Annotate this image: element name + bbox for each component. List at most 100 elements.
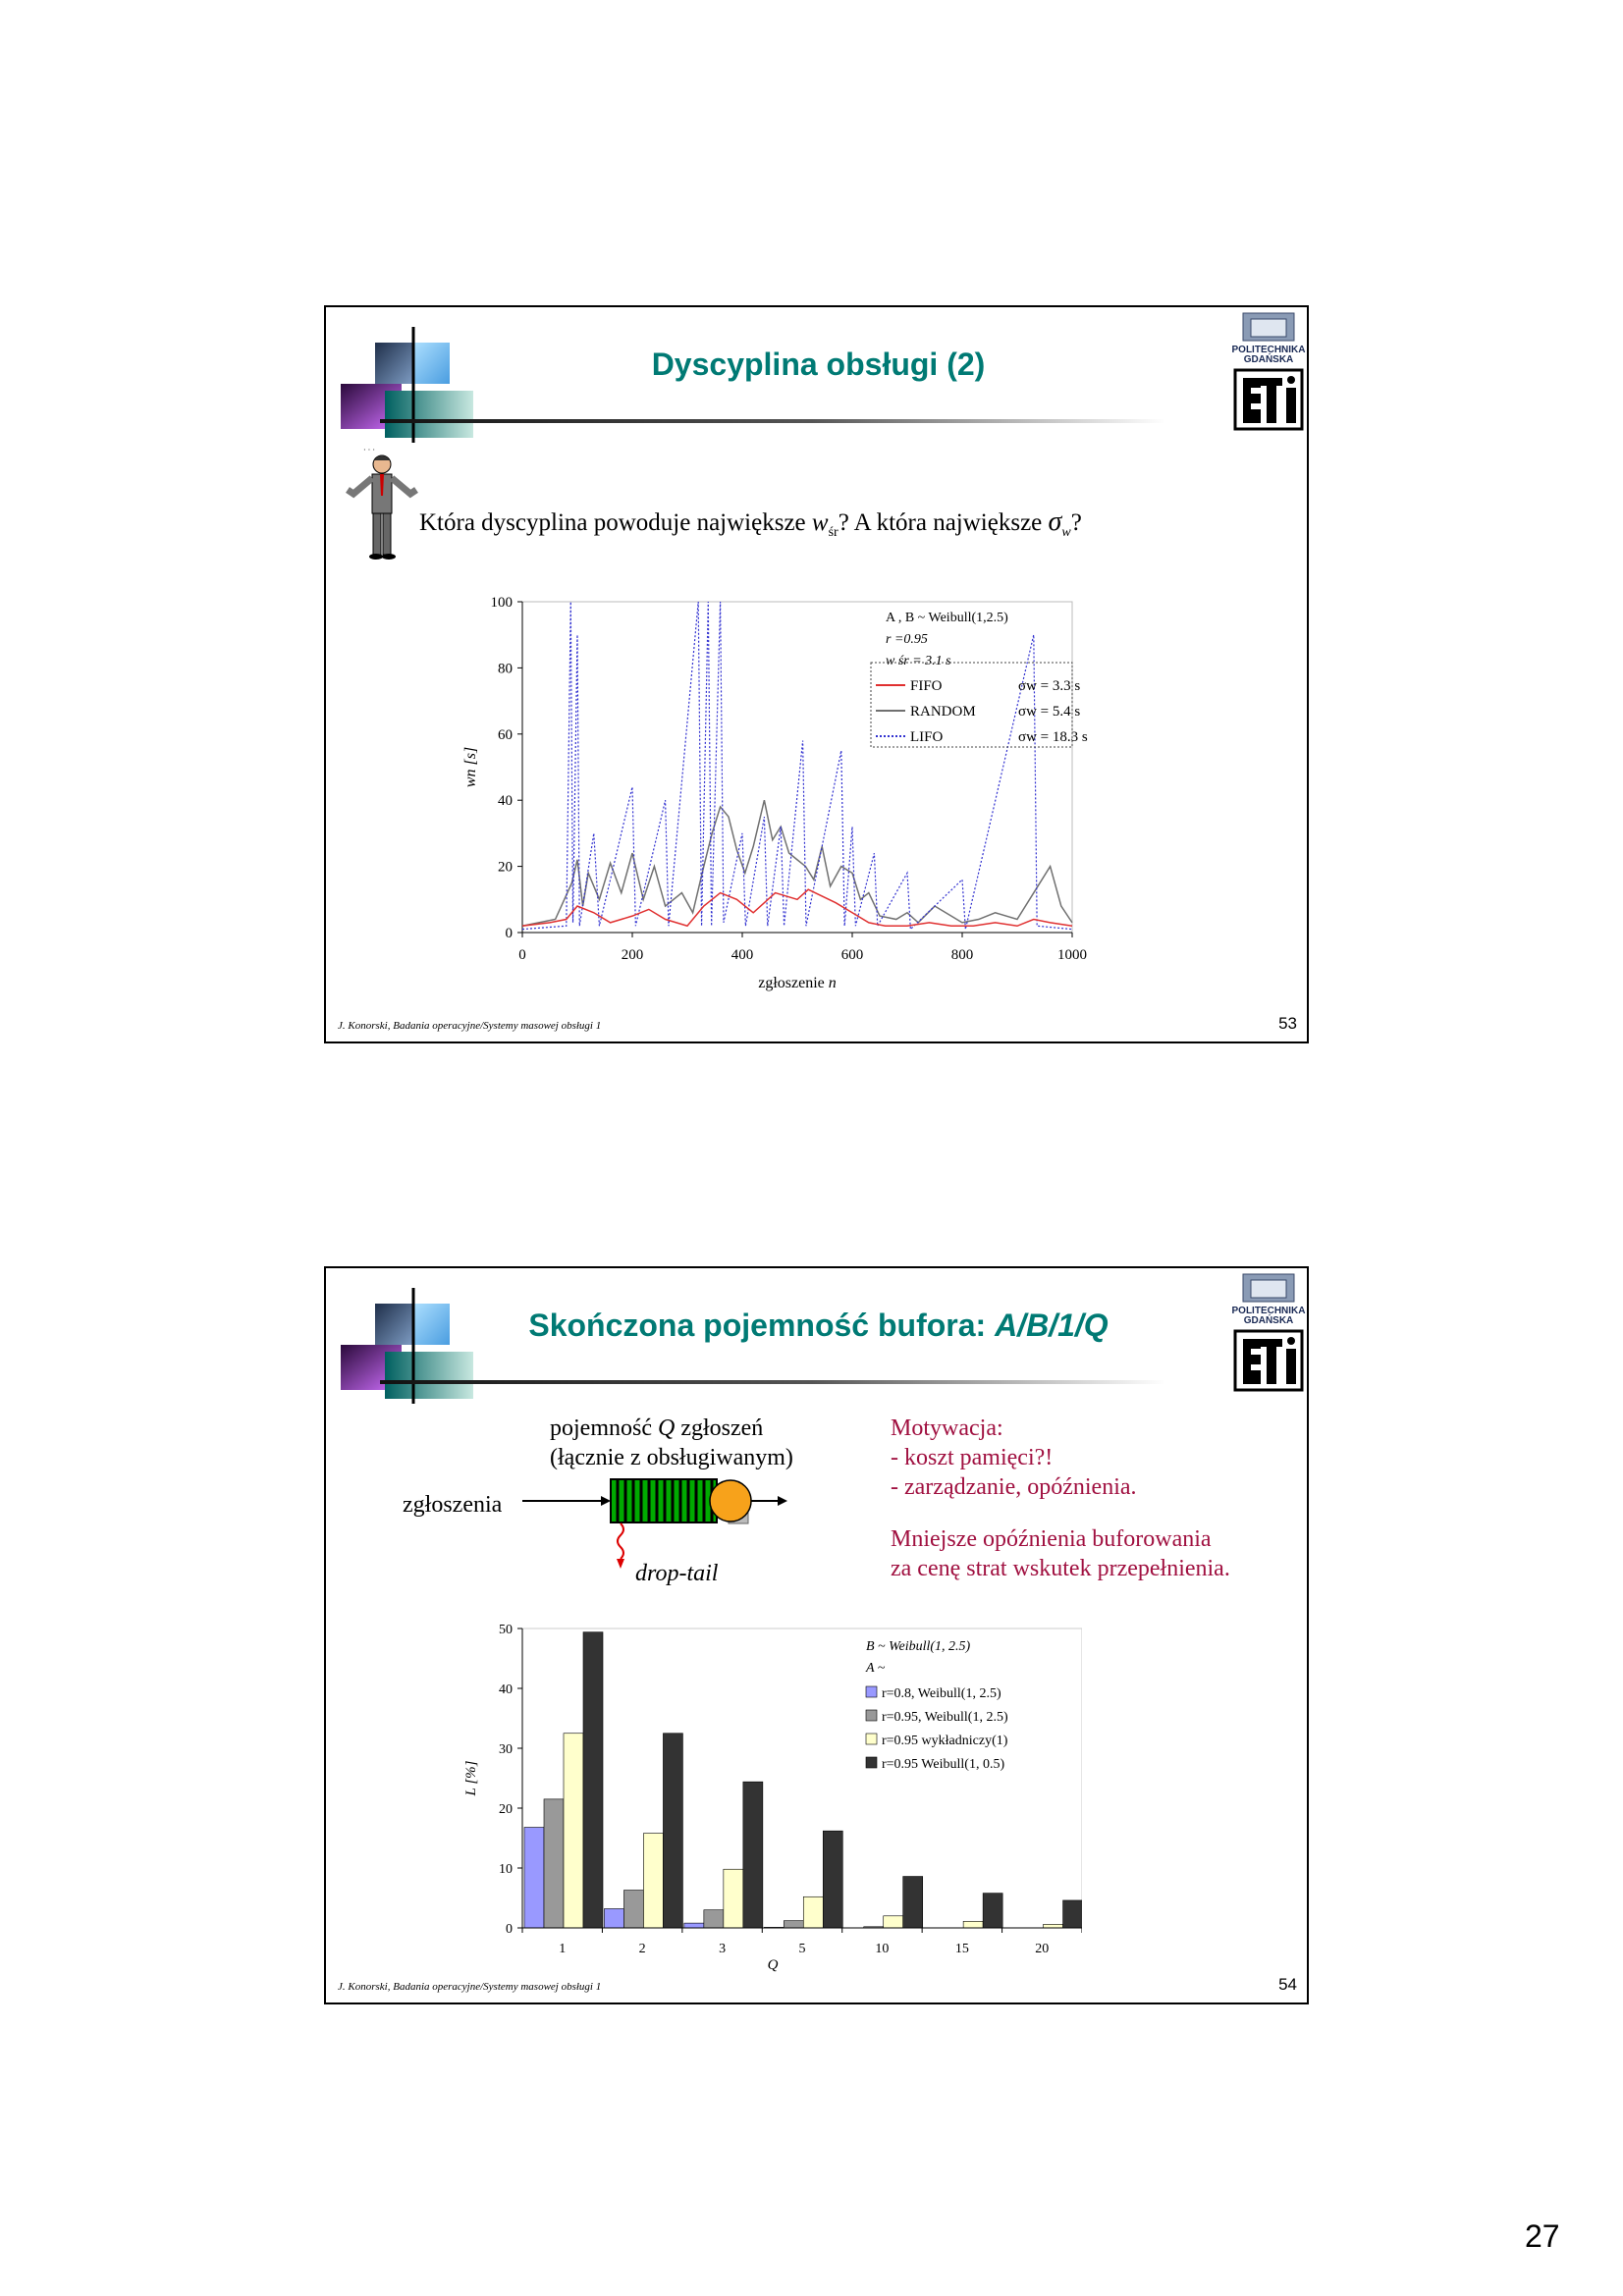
x-tick-label: 600 bbox=[841, 947, 864, 963]
bar bbox=[582, 1631, 604, 1929]
svg-text:· · ·: · · · bbox=[363, 446, 375, 454]
conclusion-line-1: Mniejsze opóźnienia buforowania bbox=[891, 1526, 1212, 1552]
bar bbox=[723, 1868, 744, 1929]
bar bbox=[962, 1920, 984, 1929]
legend-box bbox=[870, 662, 1073, 748]
bar bbox=[822, 1830, 843, 1929]
x-tick-label: 400 bbox=[731, 947, 754, 963]
y-axis-label: L [%] bbox=[463, 1760, 479, 1796]
legend-sigma: σw = 5.4 s bbox=[1018, 704, 1080, 720]
bar bbox=[883, 1915, 904, 1929]
x-tick-label: 3 bbox=[719, 1942, 726, 1956]
motivation-item-memory: - koszt pamięci?! bbox=[891, 1445, 1054, 1470]
bar bbox=[982, 1893, 1003, 1929]
drop-tail-label: drop-tail bbox=[635, 1561, 719, 1586]
legend-label: FIFO bbox=[910, 678, 943, 694]
legend-swatch bbox=[865, 1733, 878, 1745]
title-divider bbox=[380, 419, 1165, 423]
y-tick-label: 20 bbox=[499, 1802, 513, 1817]
bar bbox=[623, 1890, 644, 1929]
bar bbox=[604, 1908, 624, 1929]
x-tick-label: 200 bbox=[622, 947, 644, 963]
bar bbox=[742, 1781, 764, 1929]
slide-footer: J. Konorski, Badania operacyjne/Systemy … bbox=[338, 1981, 602, 1993]
chart-annotation: A ~ bbox=[865, 1661, 886, 1676]
x-tick-label: 800 bbox=[951, 947, 974, 963]
bar bbox=[663, 1733, 683, 1929]
bar bbox=[1043, 1924, 1063, 1929]
y-tick-label: 50 bbox=[499, 1623, 513, 1637]
page-number: 27 bbox=[1525, 2218, 1560, 2254]
series-line-lifo bbox=[521, 601, 1073, 931]
bar bbox=[683, 1922, 705, 1929]
university-logo: POLITECHNIKA GDAŃSKA bbox=[1232, 1273, 1306, 1392]
chart-annotation: B ~ Weibull(1, 2.5) bbox=[866, 1639, 971, 1654]
businessman-shrug-icon: · · · bbox=[346, 446, 418, 560]
slide-page-number: 53 bbox=[1278, 1014, 1297, 1033]
legend-label: r=0.95 Weibull(1, 0.5) bbox=[882, 1757, 1004, 1772]
legend-label: r=0.95 wykładniczy(1) bbox=[882, 1734, 1008, 1748]
title-divider bbox=[380, 1380, 1165, 1384]
motivation-item-management: - zarządzanie, opóźnienia. bbox=[891, 1474, 1137, 1500]
logo-line-1: POLITECHNIKA bbox=[1232, 1306, 1306, 1316]
slide-53: Dyscyplina obsługi (2) POLITECHNIKA GDAŃ… bbox=[324, 305, 1309, 1043]
chart-annotation: A , B ~ Weibull(1,2.5) bbox=[886, 611, 1008, 625]
university-logo: POLITECHNIKA GDAŃSKA bbox=[1232, 312, 1306, 431]
x-tick-label: 5 bbox=[799, 1942, 806, 1956]
bar bbox=[643, 1833, 664, 1929]
bar bbox=[802, 1896, 824, 1929]
bar bbox=[1062, 1899, 1082, 1929]
server-output-arrow-icon bbox=[758, 1496, 787, 1506]
y-tick-label: 30 bbox=[499, 1742, 513, 1757]
legend-swatch bbox=[865, 1756, 878, 1769]
decorative-squares bbox=[341, 1288, 473, 1404]
queue-diagram bbox=[522, 1478, 758, 1569]
decorative-squares bbox=[341, 327, 473, 443]
x-axis-label: Q bbox=[768, 1957, 779, 1973]
y-axis-label: wn [s] bbox=[462, 747, 479, 787]
loss-bar-chart: 0 10 20 30 40 50 1 2 3 5 10 15 20 Q L [%] B ~ Weibull(1… bbox=[463, 1623, 1082, 1973]
y-tick-label: 0 bbox=[506, 1922, 513, 1937]
legend-label: RANDOM bbox=[910, 704, 976, 720]
logo-line-1: POLITECHNIKA bbox=[1232, 345, 1306, 355]
plot-area bbox=[521, 1628, 1082, 1929]
plot-area bbox=[521, 601, 1073, 934]
x-tick-label: 1000 bbox=[1057, 947, 1087, 963]
x-tick-label: 2 bbox=[639, 1942, 646, 1956]
slide-page-number: 54 bbox=[1278, 1975, 1297, 1994]
series-line-fifo bbox=[521, 888, 1073, 928]
x-tick-label: 20 bbox=[1035, 1942, 1049, 1956]
y-tick-label: 40 bbox=[499, 1682, 513, 1697]
slide-54: Skończona pojemność bufora: A/B/1/Q POLI… bbox=[324, 1266, 1309, 2004]
y-tick-label: 100 bbox=[491, 595, 514, 611]
bar bbox=[523, 1827, 545, 1929]
arrivals-label: zgłoszenia bbox=[403, 1492, 503, 1518]
x-axis-label: zgłoszenie n bbox=[758, 975, 837, 991]
x-tick-label: 15 bbox=[955, 1942, 969, 1956]
question-text: Która dyscyplina powoduje największe wśr… bbox=[419, 507, 1082, 540]
capacity-note: (łącznie z obsługiwanym) bbox=[550, 1445, 793, 1470]
x-tick-label: 1 bbox=[559, 1942, 566, 1956]
legend-label: r=0.95, Weibull(1, 2.5) bbox=[882, 1710, 1008, 1725]
bar bbox=[563, 1733, 584, 1929]
legend-label: LIFO bbox=[910, 729, 944, 745]
bar bbox=[703, 1909, 725, 1929]
chart-annotation: r =0.95 bbox=[886, 632, 928, 647]
legend-sigma: σw = 3.3 s bbox=[1018, 678, 1080, 694]
y-tick-label: 0 bbox=[506, 926, 514, 941]
y-tick-label: 80 bbox=[498, 661, 513, 676]
y-tick-label: 60 bbox=[498, 727, 513, 743]
x-tick-label: 0 bbox=[518, 947, 526, 963]
slide-footer: J. Konorski, Badania operacyjne/Systemy … bbox=[338, 1020, 602, 1032]
slide-title: Skończona pojemność bufora: A/B/1/Q bbox=[528, 1308, 1109, 1343]
legend-swatch bbox=[865, 1709, 878, 1722]
chart-annotation: w śr = 3.1 s bbox=[886, 654, 951, 668]
capacity-label: pojemność Q zgłoszeń bbox=[550, 1415, 764, 1441]
slide-title: Dyscyplina obsługi (2) bbox=[651, 347, 986, 382]
logo-line-2: GDAŃSKA bbox=[1244, 352, 1294, 365]
conclusion-line-2: za cenę strat wskutek przepełnienia. bbox=[891, 1556, 1230, 1581]
motivation-heading: Motywacja: bbox=[891, 1415, 1003, 1441]
logo-line-2: GDAŃSKA bbox=[1244, 1313, 1294, 1326]
bar bbox=[543, 1798, 565, 1929]
